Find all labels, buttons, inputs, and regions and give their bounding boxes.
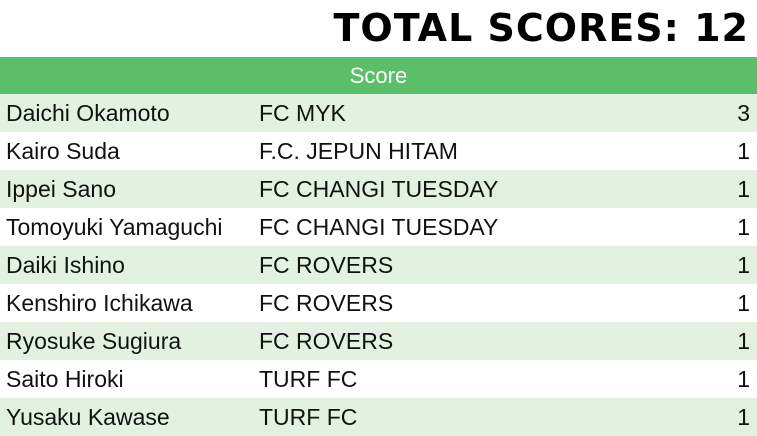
team-name: FC ROVERS — [259, 328, 394, 354]
table-row: Daiki Ishino FC ROVERS 1 — [0, 246, 757, 284]
player-name: Kairo Suda — [6, 138, 120, 164]
team-name: FC CHANGI TUESDAY — [259, 176, 499, 202]
score-value: 1 — [737, 366, 750, 392]
team-name: TURF FC — [259, 366, 358, 392]
score-value: 3 — [737, 100, 750, 126]
table-row: Kenshiro Ichikawa FC ROVERS 1 — [0, 284, 757, 322]
team-name: FC ROVERS — [259, 252, 394, 278]
score-value: 1 — [737, 214, 750, 240]
score-value: 1 — [737, 328, 750, 354]
score-value: 1 — [737, 138, 750, 164]
table-header-score: Score — [0, 57, 757, 94]
score-value: 1 — [737, 404, 750, 430]
table-row: Ryosuke Sugiura FC ROVERS 1 — [0, 322, 757, 360]
player-name: Daichi Okamoto — [6, 100, 170, 126]
player-name: Yusaku Kawase — [6, 404, 170, 430]
score-value: 1 — [737, 252, 750, 278]
team-name: FC ROVERS — [259, 290, 394, 316]
scores-table: Score Daichi Okamoto FC MYK 3 Kairo Suda… — [0, 57, 757, 436]
table-row: Yusaku Kawase TURF FC 1 — [0, 398, 757, 436]
table-row: Ippei Sano FC CHANGI TUESDAY 1 — [0, 170, 757, 208]
player-name: Tomoyuki Yamaguchi — [6, 214, 223, 240]
table-row: Saito Hiroki TURF FC 1 — [0, 360, 757, 398]
player-name: Saito Hiroki — [6, 366, 124, 392]
table-row: Tomoyuki Yamaguchi FC CHANGI TUESDAY 1 — [0, 208, 757, 246]
player-name: Ippei Sano — [6, 176, 116, 202]
team-name: F.C. JEPUN HITAM — [259, 138, 458, 164]
player-name: Kenshiro Ichikawa — [6, 290, 193, 316]
table-row: Kairo Suda F.C. JEPUN HITAM 1 — [0, 132, 757, 170]
total-scores-title: TOTAL SCORES: 12 — [333, 6, 749, 50]
team-name: TURF FC — [259, 404, 358, 430]
score-value: 1 — [737, 176, 750, 202]
team-name: FC MYK — [259, 100, 346, 126]
player-name: Daiki Ishino — [6, 252, 125, 278]
table-row: Daichi Okamoto FC MYK 3 — [0, 94, 757, 132]
team-name: FC CHANGI TUESDAY — [259, 214, 499, 240]
score-value: 1 — [737, 290, 750, 316]
player-name: Ryosuke Sugiura — [6, 328, 182, 354]
